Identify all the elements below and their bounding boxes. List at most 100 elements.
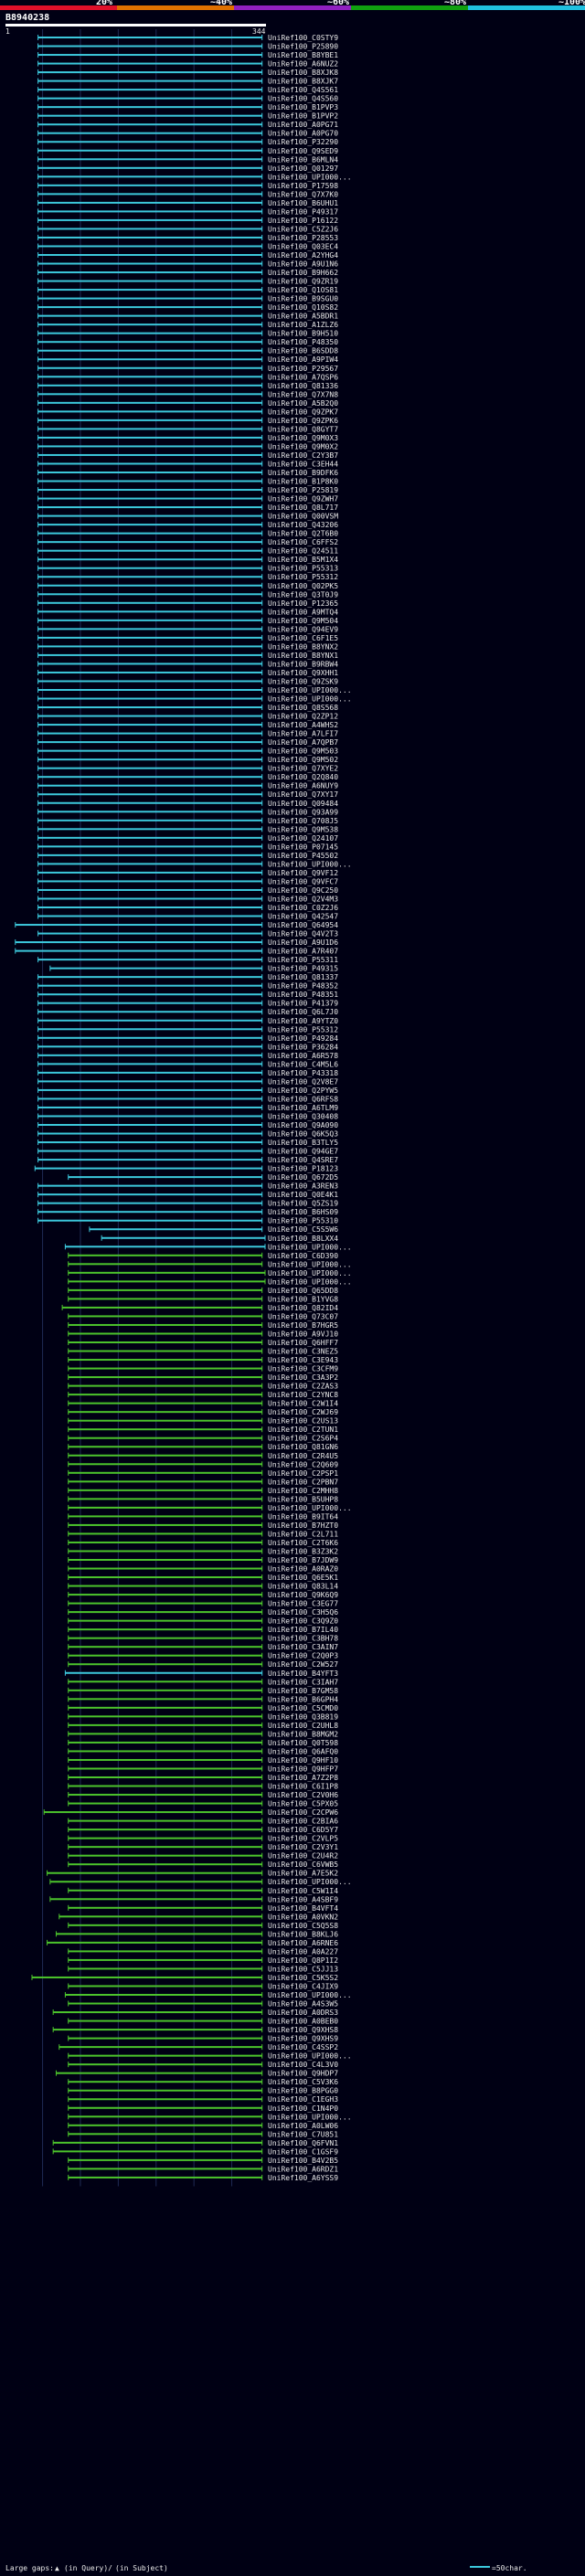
hit-label[interactable]: UniRef100_B8PGG0 <box>268 2087 338 2095</box>
hit-label[interactable]: UniRef100_Q2Q840 <box>268 773 338 781</box>
hit-bar[interactable] <box>37 741 262 744</box>
hit-bar[interactable] <box>68 1854 262 1857</box>
hit-label[interactable]: UniRef100_Q9ZR19 <box>268 278 338 286</box>
hit-label[interactable]: UniRef100_Q9ZPK6 <box>268 417 338 425</box>
hit-bar[interactable] <box>37 419 262 421</box>
hit-bar[interactable] <box>37 262 262 265</box>
hit-bar[interactable] <box>37 853 262 856</box>
hit-bar[interactable] <box>68 1323 262 1326</box>
hit-bar[interactable] <box>37 210 262 213</box>
hit-label[interactable]: UniRef100_C5W1I4 <box>268 1887 338 1895</box>
hit-label[interactable]: UniRef100_B3Z3K2 <box>268 1547 338 1555</box>
hit-bar[interactable] <box>37 663 262 665</box>
hit-bar[interactable] <box>37 114 262 117</box>
hit-bar[interactable] <box>68 1750 262 1753</box>
hit-label[interactable]: UniRef100_C2S6P4 <box>268 1435 338 1443</box>
hit-bar[interactable] <box>68 1958 262 1961</box>
hit-label[interactable]: UniRef100_C5S5W6 <box>268 1225 338 1234</box>
hit-bar[interactable] <box>37 1115 262 1118</box>
hit-bar[interactable] <box>68 1263 262 1266</box>
hit-label[interactable]: UniRef100_UPI000... <box>268 1260 352 1268</box>
hit-label[interactable]: UniRef100_Q3T0J9 <box>268 590 338 599</box>
hit-bar[interactable] <box>37 653 262 656</box>
hit-label[interactable]: UniRef100_C4L3V0 <box>268 2061 338 2069</box>
hit-bar[interactable] <box>37 236 262 239</box>
hit-label[interactable]: UniRef100_Q7XY17 <box>268 790 338 799</box>
hit-bar[interactable] <box>68 1967 262 1970</box>
hit-bar[interactable] <box>37 1071 262 1074</box>
hit-bar[interactable] <box>68 1367 262 1370</box>
hit-label[interactable]: UniRef100_P55311 <box>268 956 338 964</box>
hit-bar[interactable] <box>37 332 262 334</box>
hit-bar[interactable] <box>58 1915 262 1918</box>
hit-bar[interactable] <box>68 1402 262 1405</box>
hit-bar[interactable] <box>37 915 262 917</box>
hit-label[interactable]: UniRef100_C4SSP2 <box>268 2043 338 2051</box>
hit-label[interactable]: UniRef100_C0Z2J6 <box>268 904 338 912</box>
hit-label[interactable]: UniRef100_Q2ZP12 <box>268 713 338 721</box>
hit-label[interactable]: UniRef100_C3E943 <box>268 1356 338 1364</box>
hit-label[interactable]: UniRef100_A7E5K2 <box>268 1870 338 1878</box>
hit-bar[interactable] <box>37 541 262 544</box>
hit-label[interactable]: UniRef100_A4SBF9 <box>268 1895 338 1903</box>
hit-label[interactable]: UniRef100_A5B2Q0 <box>268 399 338 408</box>
hit-label[interactable]: UniRef100_A4WHS2 <box>268 721 338 729</box>
hit-bar[interactable] <box>37 1184 262 1187</box>
hit-bar[interactable] <box>37 184 262 186</box>
hit-bar[interactable] <box>68 1794 262 1797</box>
hit-bar[interactable] <box>68 2168 262 2170</box>
hit-bar[interactable] <box>68 1723 262 1726</box>
hit-bar[interactable] <box>68 1480 262 1483</box>
hit-label[interactable]: UniRef100_P25890 <box>268 43 338 51</box>
hit-bar[interactable] <box>37 401 262 404</box>
hit-label[interactable]: UniRef100_Q9HFP7 <box>268 1765 338 1773</box>
hit-label[interactable]: UniRef100_A4S3W5 <box>268 2000 338 2009</box>
hit-bar[interactable] <box>37 706 262 709</box>
hit-bar[interactable] <box>68 1819 262 1822</box>
hit-bar[interactable] <box>68 1758 262 1761</box>
hit-bar[interactable] <box>47 1941 262 1944</box>
hit-bar[interactable] <box>68 1619 262 1622</box>
hit-bar[interactable] <box>65 1246 266 1248</box>
hit-label[interactable]: UniRef100_C2V3Y1 <box>268 1843 338 1851</box>
hit-bar[interactable] <box>15 924 262 927</box>
hit-bar[interactable] <box>37 245 262 248</box>
hit-bar[interactable] <box>37 1159 262 1161</box>
hit-bar[interactable] <box>37 393 262 396</box>
hit-label[interactable]: UniRef100_P18123 <box>268 1165 338 1173</box>
hit-label[interactable]: UniRef100_P32290 <box>268 138 338 146</box>
hit-bar[interactable] <box>37 732 262 735</box>
hit-label[interactable]: UniRef100_B8MGM2 <box>268 1730 338 1738</box>
hit-bar[interactable] <box>37 697 262 700</box>
hit-label[interactable]: UniRef100_Q42547 <box>268 913 338 921</box>
hit-bar[interactable] <box>68 1567 262 1570</box>
hit-bar[interactable] <box>37 532 262 535</box>
hit-label[interactable]: UniRef100_B7GM58 <box>268 1687 338 1695</box>
hit-label[interactable]: UniRef100_Q10S82 <box>268 303 338 312</box>
hit-label[interactable]: UniRef100_B7HZT0 <box>268 1521 338 1530</box>
hit-label[interactable]: UniRef100_UPI000... <box>268 1277 352 1286</box>
hit-bar[interactable] <box>37 54 262 57</box>
hit-label[interactable]: UniRef100_A6NUZ2 <box>268 60 338 69</box>
hit-label[interactable]: UniRef100_A0A227 <box>268 1947 338 1956</box>
hit-bar[interactable] <box>68 1471 262 1474</box>
hit-bar[interactable] <box>68 1315 262 1318</box>
hit-bar[interactable] <box>68 1411 262 1414</box>
hit-label[interactable]: UniRef100_P55310 <box>268 1217 338 1225</box>
hit-bar[interactable] <box>68 1698 262 1701</box>
hit-label[interactable]: UniRef100_C5JJ13 <box>268 1965 338 1973</box>
hit-bar[interactable] <box>68 1384 262 1387</box>
hit-bar[interactable] <box>37 1106 262 1108</box>
hit-bar[interactable] <box>56 1933 262 1935</box>
hit-bar[interactable] <box>53 2150 262 2153</box>
hit-bar[interactable] <box>68 2115 262 2118</box>
hit-bar[interactable] <box>37 193 262 196</box>
hit-label[interactable]: UniRef100_A3REN3 <box>268 1182 338 1191</box>
hit-label[interactable]: UniRef100_Q81336 <box>268 382 338 390</box>
hit-bar[interactable] <box>37 1097 262 1100</box>
hit-label[interactable]: UniRef100_B6GPH4 <box>268 1695 338 1703</box>
hit-bar[interactable] <box>37 871 262 874</box>
hit-bar[interactable] <box>37 228 262 230</box>
hit-label[interactable]: UniRef100_P25819 <box>268 486 338 494</box>
hit-label[interactable]: UniRef100_C6F1E5 <box>268 634 338 642</box>
